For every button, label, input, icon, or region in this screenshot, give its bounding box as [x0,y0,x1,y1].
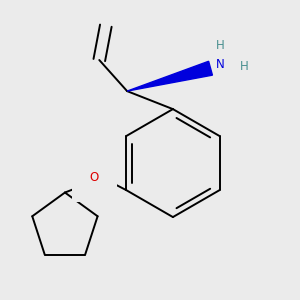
Text: N: N [216,58,225,71]
Polygon shape [127,61,212,91]
Text: O: O [90,171,99,184]
Text: H: H [240,60,249,73]
Text: H: H [216,39,225,52]
